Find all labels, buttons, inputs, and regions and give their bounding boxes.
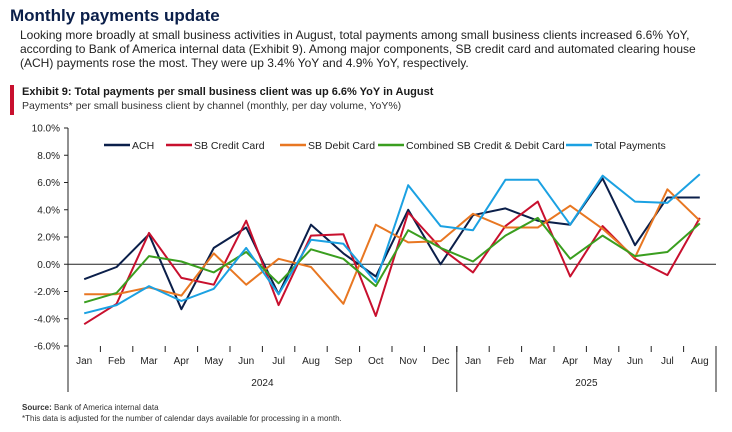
legend-label-combined: Combined SB Credit & Debit Card — [406, 140, 565, 152]
exhibit-title: Exhibit 9: Total payments per small busi… — [22, 86, 434, 98]
x-tick-label: Dec — [432, 356, 450, 367]
x-tick-label: May — [593, 356, 612, 367]
y-tick-label: 6.0% — [37, 178, 60, 189]
legend-label-sb_debit: SB Debit Card — [308, 140, 375, 152]
y-tick-label: -4.0% — [34, 314, 60, 325]
y-tick-label: 0.0% — [37, 260, 60, 271]
footer-source: Source: Bank of America internal data — [22, 403, 159, 412]
exhibit-subtitle: Payments* per small business client by c… — [22, 100, 402, 112]
x-tick-label: Aug — [691, 356, 709, 367]
x-tick-label: Jan — [76, 356, 92, 367]
series-line-sb_debit — [84, 188, 701, 305]
year-label: 2025 — [575, 378, 598, 389]
series-line-total — [83, 173, 701, 315]
x-tick-label: Jul — [272, 356, 285, 367]
x-tick-label: Apr — [562, 356, 578, 367]
source-text: Bank of America internal data — [51, 403, 159, 412]
x-tick-label: Jul — [661, 356, 674, 367]
x-tick-label: Mar — [529, 356, 547, 367]
x-tick-label: Feb — [497, 356, 515, 367]
exhibit-header: Exhibit 9: Total payments per small busi… — [10, 85, 433, 115]
legend-label-total: Total Payments — [594, 140, 666, 152]
y-tick-label: 8.0% — [37, 151, 60, 162]
series-line-ach — [83, 177, 700, 311]
x-tick-label: Jun — [627, 356, 643, 367]
source-label: Source: — [22, 403, 52, 412]
intro-paragraph: Looking more broadly at small business a… — [20, 28, 696, 70]
x-tick-label: Mar — [140, 356, 158, 367]
legend-label-ach: ACH — [132, 140, 154, 152]
y-tick-label: 10.0% — [32, 124, 60, 135]
page-title: Monthly payments update — [10, 6, 220, 25]
year-label: 2024 — [251, 378, 274, 389]
series-line-sb_credit — [83, 200, 701, 326]
x-tick-label: Aug — [302, 356, 320, 367]
x-tick-label: Jun — [238, 356, 254, 367]
x-tick-label: Jan — [465, 356, 481, 367]
x-tick-label: Nov — [399, 356, 417, 367]
y-tick-label: -6.0% — [34, 342, 60, 353]
x-tick-label: Sep — [335, 356, 353, 367]
y-tick-label: 4.0% — [37, 205, 60, 216]
y-tick-label: 2.0% — [37, 233, 60, 244]
x-tick-label: Apr — [174, 356, 190, 367]
y-tick-label: -2.0% — [34, 287, 60, 298]
x-tick-label: Oct — [368, 356, 384, 367]
x-tick-label: May — [204, 356, 223, 367]
legend-label-sb_credit: SB Credit Card — [194, 140, 265, 152]
footer-note: *This data is adjusted for the number of… — [22, 414, 342, 423]
x-tick-label: Feb — [108, 356, 126, 367]
series-line-combined — [83, 216, 701, 304]
